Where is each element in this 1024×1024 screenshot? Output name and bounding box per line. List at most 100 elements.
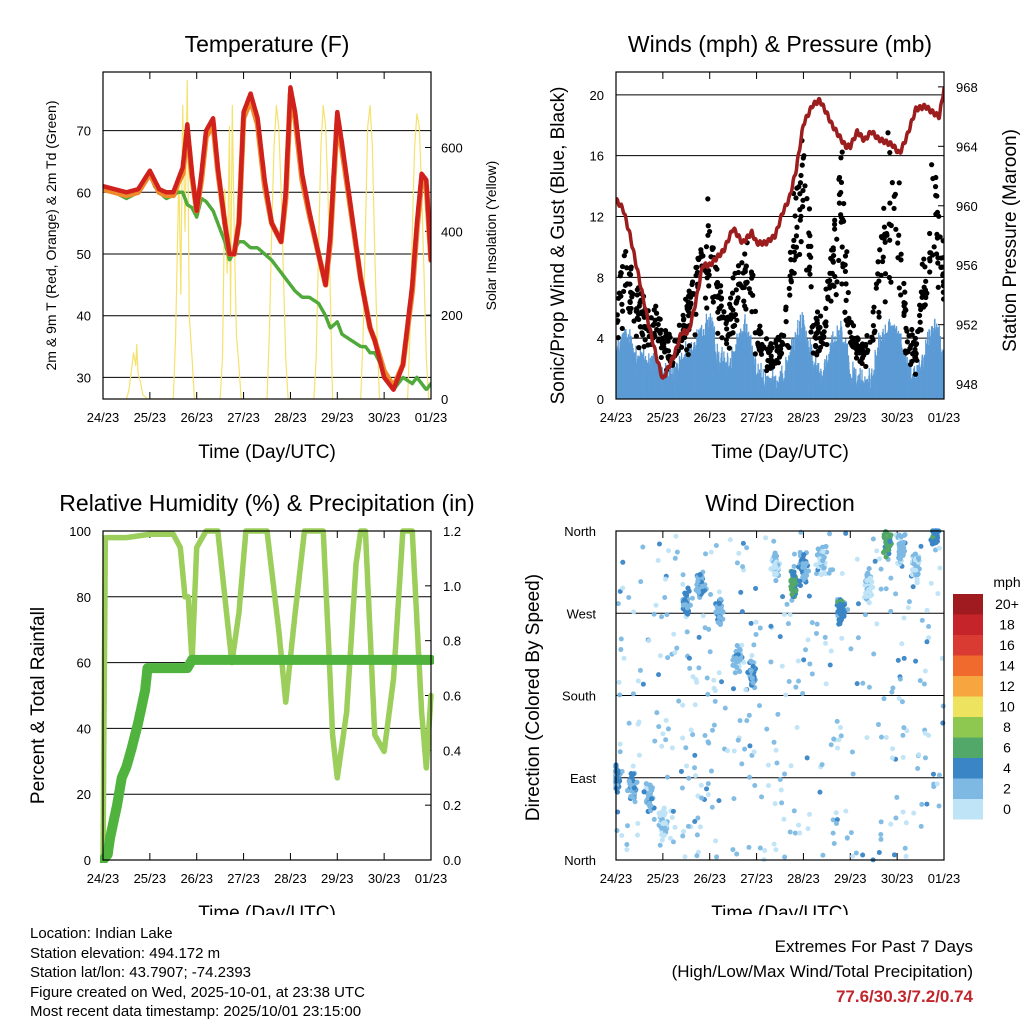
- colorbar-label: 8: [1003, 719, 1011, 735]
- direction-point: [898, 534, 904, 540]
- direction-point: [791, 808, 797, 814]
- direction-point: [751, 749, 757, 755]
- gust-point: [777, 346, 783, 352]
- direction-point: [823, 681, 829, 687]
- direction-plot-area: [613, 528, 946, 863]
- gust-point: [911, 350, 917, 356]
- gust-point: [876, 309, 882, 315]
- direction-point: [837, 725, 843, 731]
- direction-point: [688, 727, 694, 733]
- direction-point: [757, 845, 763, 851]
- gust-point: [907, 345, 913, 351]
- x-tick-label: 01/23: [928, 410, 961, 425]
- gust-point: [906, 333, 912, 339]
- gust-point: [733, 300, 739, 306]
- direction-point: [737, 718, 743, 724]
- direction-point: [866, 600, 872, 606]
- direction-point: [820, 557, 826, 564]
- gust-point: [791, 249, 797, 255]
- direction-point: [686, 655, 692, 661]
- x-tick-label: 26/23: [693, 410, 726, 425]
- gust-point: [834, 279, 840, 285]
- gust-point: [663, 330, 669, 336]
- direction-point: [817, 789, 823, 795]
- direction-point: [673, 533, 679, 539]
- y2-tick-label: 964: [956, 139, 978, 154]
- gust-point: [723, 320, 729, 327]
- winds-plot-area: [616, 86, 944, 399]
- gust-point: [904, 339, 910, 345]
- gust-point: [918, 306, 924, 313]
- humidity-title: Relative Humidity (%) & Precipitation (i…: [59, 490, 474, 516]
- direction-point: [672, 824, 678, 830]
- gust-point: [735, 263, 742, 269]
- direction-point: [785, 621, 791, 627]
- direction-point: [616, 679, 622, 685]
- gust-point: [730, 307, 736, 313]
- direction-point: [885, 545, 891, 551]
- direction-point: [795, 658, 801, 664]
- gust-point: [798, 239, 804, 245]
- direction-point: [768, 623, 774, 629]
- direction-point: [855, 635, 861, 641]
- direction-point: [614, 828, 620, 834]
- direction-point: [772, 801, 778, 807]
- gust-point: [619, 263, 626, 270]
- direction-point: [888, 575, 894, 581]
- direction-point: [620, 585, 626, 591]
- gust-point: [676, 322, 682, 328]
- direction-point: [910, 567, 916, 573]
- direction-point: [685, 585, 691, 591]
- direction-point: [876, 850, 882, 856]
- x-tick-label: 25/23: [647, 410, 680, 425]
- gust-point: [934, 231, 940, 237]
- direction-point: [833, 821, 839, 827]
- gust-point: [616, 335, 621, 341]
- direction-point: [893, 591, 899, 597]
- direction-point: [680, 702, 686, 708]
- direction-point: [640, 681, 646, 687]
- direction-point: [672, 555, 678, 561]
- gust-point: [836, 200, 842, 206]
- direction-point: [901, 615, 907, 621]
- gust-point: [665, 354, 671, 360]
- direction-point: [854, 556, 860, 562]
- y2-tick-label: 400: [441, 224, 463, 239]
- x-tick-label: 30/23: [881, 871, 914, 886]
- direction-point: [902, 845, 908, 851]
- gust-point: [940, 296, 944, 302]
- gust-point: [842, 268, 849, 275]
- gust-point: [848, 339, 854, 345]
- gust-point: [727, 295, 734, 301]
- gust-point: [847, 329, 853, 335]
- gust-point: [681, 316, 687, 322]
- plot-frame: [615, 530, 945, 861]
- gust-point: [857, 343, 863, 349]
- direction-point: [924, 607, 930, 613]
- direction-point: [845, 607, 851, 613]
- gust-point: [827, 270, 833, 276]
- direction-point: [690, 674, 696, 680]
- direction-point: [887, 538, 893, 544]
- gust-point: [853, 355, 860, 361]
- gust-point: [850, 323, 857, 329]
- direction-point: [919, 617, 925, 623]
- gust-point: [732, 270, 738, 276]
- direction-point: [659, 825, 665, 831]
- direction-point: [711, 722, 717, 728]
- direction-point: [711, 677, 717, 683]
- direction-point: [750, 680, 756, 686]
- direction-point: [804, 755, 810, 761]
- gust-point: [797, 251, 803, 258]
- gust-point: [845, 289, 851, 296]
- gust-point: [625, 305, 632, 312]
- gust-point: [764, 367, 770, 374]
- gust-point: [698, 247, 704, 253]
- direction-point: [865, 570, 871, 576]
- y-tick-label: 100: [69, 524, 91, 539]
- direction-point: [814, 552, 821, 558]
- direction-point: [698, 782, 704, 788]
- direction-point: [709, 804, 715, 810]
- direction-point: [904, 728, 910, 734]
